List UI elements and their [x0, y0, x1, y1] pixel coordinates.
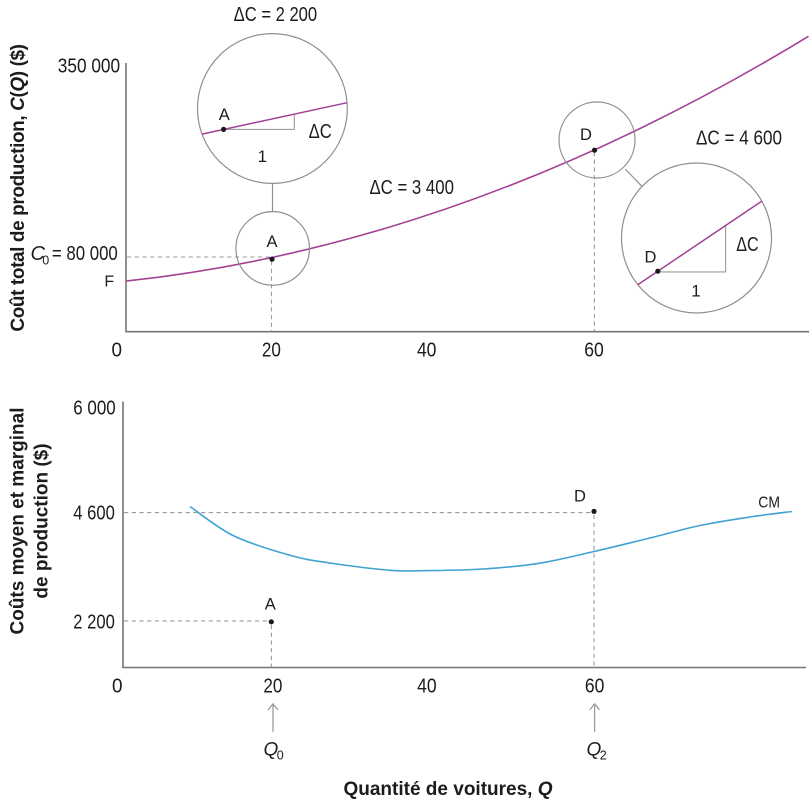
- svg-text:D: D: [644, 248, 656, 266]
- svg-text:40: 40: [417, 676, 437, 698]
- svg-text:Coûts moyen et marginal: Coûts moyen et marginal: [8, 408, 29, 635]
- svg-text:F: F: [104, 274, 114, 291]
- svg-text:0: 0: [277, 749, 284, 763]
- svg-text:0: 0: [112, 676, 123, 698]
- svg-text:D: D: [580, 126, 592, 144]
- svg-text:de production ($): de production ($): [32, 443, 53, 598]
- svg-text:Q: Q: [264, 740, 279, 761]
- svg-text:A: A: [266, 233, 277, 251]
- svg-text:0: 0: [42, 254, 49, 268]
- svg-text:D: D: [574, 488, 586, 506]
- svg-text:1: 1: [691, 281, 700, 300]
- svg-text:A: A: [219, 106, 230, 124]
- svg-text:60: 60: [585, 676, 605, 698]
- svg-text:20: 20: [263, 676, 282, 698]
- svg-text:350 000: 350 000: [58, 56, 120, 78]
- svg-text:C: C: [31, 243, 46, 265]
- svg-text:Coût total de production, C(Q): Coût total de production, C(Q) ($): [8, 44, 29, 331]
- svg-text:40: 40: [417, 340, 437, 362]
- svg-text:4 600: 4 600: [73, 503, 115, 525]
- svg-text:6 000: 6 000: [73, 397, 115, 419]
- svg-text:20: 20: [262, 340, 281, 362]
- svg-text:CM: CM: [758, 495, 780, 512]
- svg-text:ΔC = 3 400: ΔC = 3 400: [369, 177, 454, 199]
- svg-text:2 200: 2 200: [73, 612, 115, 634]
- svg-text:1: 1: [258, 147, 267, 166]
- svg-text:Q: Q: [587, 740, 602, 761]
- svg-text:A: A: [265, 595, 276, 613]
- svg-text:ΔC: ΔC: [736, 234, 758, 256]
- svg-text:Quantité de voitures, Q: Quantité de voitures, Q: [343, 779, 552, 800]
- svg-text:ΔC = 4 600: ΔC = 4 600: [696, 128, 782, 150]
- svg-text:ΔC: ΔC: [309, 121, 332, 143]
- svg-text:0: 0: [112, 340, 123, 362]
- svg-text:= 80 000: = 80 000: [52, 243, 118, 265]
- svg-text:60: 60: [584, 340, 604, 362]
- svg-text:ΔC = 2 200: ΔC = 2 200: [234, 4, 318, 26]
- svg-text:2: 2: [600, 749, 607, 763]
